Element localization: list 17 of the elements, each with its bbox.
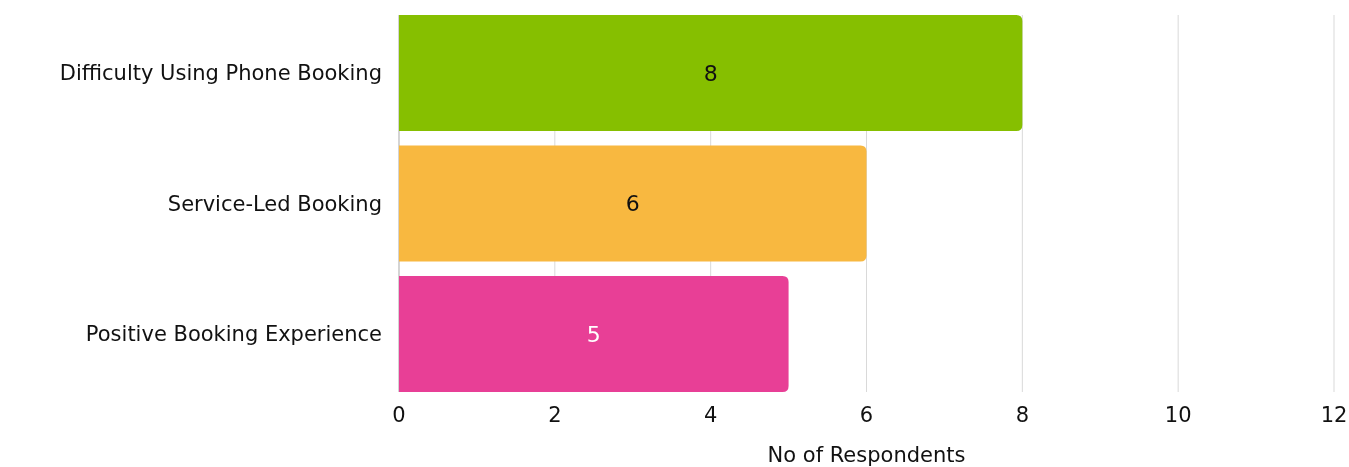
x-tick-label: 10 — [1164, 403, 1192, 427]
x-tick-label: 12 — [1320, 403, 1348, 427]
x-tick-label: 6 — [859, 403, 874, 427]
x-tick-label: 8 — [1015, 403, 1030, 427]
x-tick-label: 4 — [703, 403, 718, 427]
bar — [399, 275, 789, 392]
data-label: 5 — [586, 321, 601, 347]
bar — [399, 15, 1023, 132]
y-tick-label: Difficulty Using Phone Booking — [59, 61, 382, 86]
bar — [399, 145, 867, 262]
x-tick-label: 0 — [392, 403, 406, 427]
x-axis-title: No of Respondents — [767, 443, 966, 467]
y-tick-label: Positive Booking Experience — [85, 322, 382, 347]
y-tick-label: Service-Led Booking — [167, 191, 382, 216]
data-label: 8 — [703, 60, 718, 86]
x-tick-label: 2 — [548, 403, 562, 427]
data-label: 6 — [625, 191, 640, 217]
